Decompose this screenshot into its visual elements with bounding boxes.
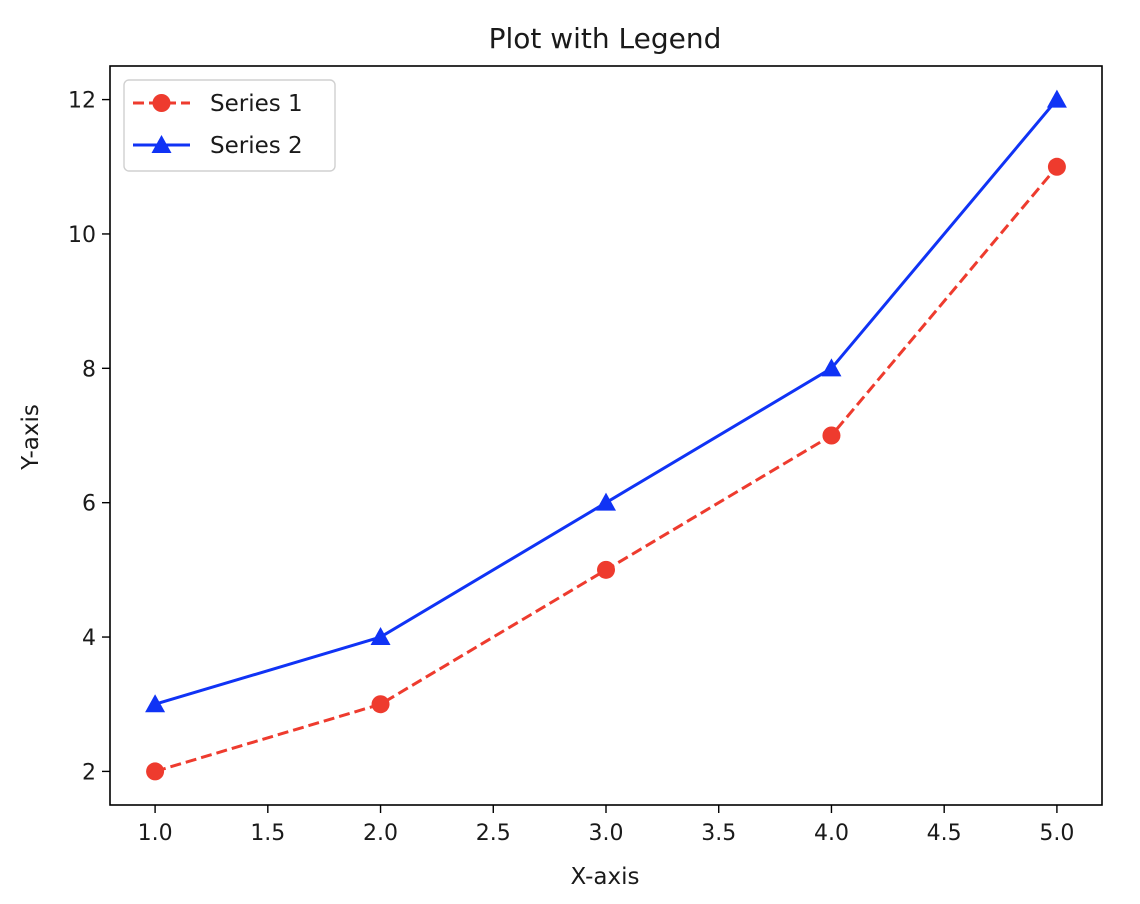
series-1-point: [1047, 157, 1066, 176]
x-tick-label: 4.0: [814, 821, 849, 846]
legend-marker: [151, 135, 172, 153]
series-1-line: [154, 165, 1059, 773]
y-tick-label: 12: [68, 89, 96, 114]
series-2: [145, 89, 1067, 713]
legend-box: [123, 79, 336, 172]
y-tick-label: 2: [82, 760, 96, 785]
series-1-point: [822, 426, 841, 445]
y-tick-label: 4: [82, 626, 96, 651]
legend-marker: [152, 94, 171, 112]
series-2-point: [370, 627, 391, 646]
x-tick-label: 1.5: [250, 821, 285, 846]
x-tick-label: 2.0: [363, 821, 398, 846]
axes-frame: [109, 65, 1103, 806]
y-tick-label: 10: [68, 223, 96, 248]
x-tick-label: 5.0: [1039, 821, 1074, 846]
y-tick-label: 6: [82, 492, 96, 517]
legend-label: Series 2: [210, 133, 303, 159]
x-tick-label: 4.5: [927, 821, 962, 846]
chart-title: Plot with Legend: [489, 22, 722, 55]
series-1-point: [371, 695, 390, 714]
legend-item: Series 1: [133, 91, 303, 117]
x-axis-label: X-axis: [571, 864, 640, 890]
x-tick-label: 2.5: [476, 821, 511, 846]
series-1: [146, 157, 1066, 781]
series-1-point: [146, 762, 165, 781]
series-1-point: [597, 560, 615, 579]
series-2-point: [821, 358, 842, 377]
y-tick-label: 8: [82, 357, 96, 382]
plot-area: 1.0 1.5 2.0 2.5 3.0 3.5 4.0 4.5 5.0 2 4 6 8 10 12: [68, 65, 1103, 846]
series-2-point: [596, 492, 616, 511]
legend-item: Series 2: [133, 133, 303, 159]
x-tick-label: 3.5: [701, 821, 736, 846]
series-2-line: [154, 98, 1059, 706]
legend: Series 1 Series 2: [123, 79, 336, 172]
x-tick-label: 3.0: [589, 821, 624, 846]
y-axis-label: Y-axis: [18, 404, 44, 471]
legend-label: Series 1: [210, 91, 303, 117]
x-tick-label: 1.0: [138, 821, 173, 846]
series-2-point: [1046, 89, 1067, 108]
series-2-point: [145, 694, 166, 713]
